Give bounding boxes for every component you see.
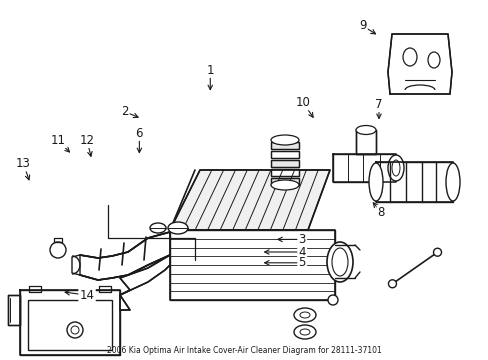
Polygon shape xyxy=(120,255,170,310)
Ellipse shape xyxy=(445,163,459,201)
Polygon shape xyxy=(270,178,298,185)
Polygon shape xyxy=(270,142,298,149)
Polygon shape xyxy=(28,300,112,350)
Circle shape xyxy=(387,280,396,288)
Polygon shape xyxy=(80,232,170,280)
Text: 5: 5 xyxy=(298,256,305,269)
Ellipse shape xyxy=(427,52,439,68)
Polygon shape xyxy=(270,160,298,167)
Ellipse shape xyxy=(150,223,165,233)
Ellipse shape xyxy=(391,160,399,176)
Ellipse shape xyxy=(331,248,347,276)
Polygon shape xyxy=(387,34,451,94)
Text: 12: 12 xyxy=(80,134,94,147)
Text: 14: 14 xyxy=(80,289,94,302)
Polygon shape xyxy=(270,169,298,176)
Ellipse shape xyxy=(270,135,298,145)
Polygon shape xyxy=(170,230,334,300)
Polygon shape xyxy=(20,290,120,355)
Text: 3: 3 xyxy=(298,233,305,246)
Circle shape xyxy=(327,295,337,305)
Ellipse shape xyxy=(293,308,315,322)
Text: 11: 11 xyxy=(50,134,65,147)
Circle shape xyxy=(50,242,66,258)
Circle shape xyxy=(433,248,441,256)
Ellipse shape xyxy=(293,325,315,339)
Text: 1: 1 xyxy=(206,64,214,77)
Text: 7: 7 xyxy=(374,98,382,111)
Ellipse shape xyxy=(355,126,375,135)
Text: 13: 13 xyxy=(16,157,31,170)
Polygon shape xyxy=(8,295,20,325)
Ellipse shape xyxy=(299,312,309,318)
Ellipse shape xyxy=(168,222,187,234)
Polygon shape xyxy=(170,170,329,230)
Ellipse shape xyxy=(368,163,382,201)
Ellipse shape xyxy=(402,48,416,66)
Text: 6: 6 xyxy=(135,127,143,140)
Text: 2006 Kia Optima Air Intake Cover-Air Cleaner Diagram for 28111-37101: 2006 Kia Optima Air Intake Cover-Air Cle… xyxy=(107,346,381,355)
Polygon shape xyxy=(270,151,298,158)
Polygon shape xyxy=(332,154,395,182)
Ellipse shape xyxy=(270,180,298,190)
Ellipse shape xyxy=(299,329,309,335)
Text: 10: 10 xyxy=(295,96,310,109)
Ellipse shape xyxy=(326,242,352,282)
Ellipse shape xyxy=(387,155,403,181)
Circle shape xyxy=(71,326,79,334)
Text: 4: 4 xyxy=(298,246,305,258)
Text: 2: 2 xyxy=(121,105,128,118)
Text: 8: 8 xyxy=(377,206,385,219)
Polygon shape xyxy=(375,162,452,202)
Circle shape xyxy=(67,322,83,338)
Polygon shape xyxy=(355,130,375,154)
Text: 9: 9 xyxy=(358,19,366,32)
